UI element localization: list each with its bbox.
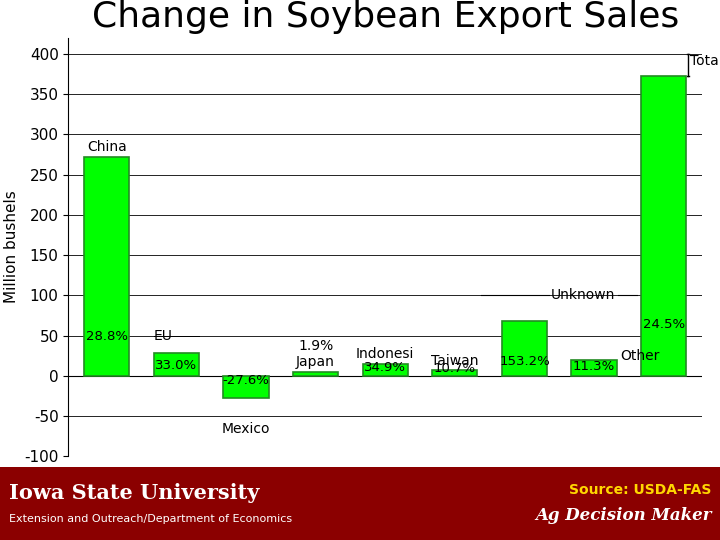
Bar — [153, 353, 199, 376]
Text: 28.8%: 28.8% — [86, 330, 127, 343]
Text: 10.7%: 10.7% — [433, 362, 476, 375]
Text: Ag Decision Maker: Ag Decision Maker — [535, 507, 711, 524]
Text: 33.0%: 33.0% — [156, 360, 197, 373]
Text: China: China — [87, 140, 127, 154]
Text: Total: Total — [690, 54, 720, 68]
Text: Indonesi: Indonesi — [356, 347, 415, 361]
Bar — [363, 364, 408, 376]
Bar — [223, 376, 269, 397]
Bar — [502, 321, 547, 376]
Text: 1.9%
Japan: 1.9% Japan — [296, 340, 335, 369]
Text: 24.5%: 24.5% — [643, 318, 685, 331]
Text: Extension and Outreach/Department of Economics: Extension and Outreach/Department of Eco… — [9, 514, 292, 524]
Text: Other: Other — [621, 349, 660, 363]
Text: 34.9%: 34.9% — [364, 361, 406, 374]
Bar — [293, 372, 338, 376]
Bar — [641, 77, 686, 376]
Text: 11.3%: 11.3% — [573, 360, 615, 373]
Text: Taiwan: Taiwan — [431, 354, 479, 368]
Bar — [84, 157, 130, 376]
Text: Iowa State University: Iowa State University — [9, 483, 259, 503]
Text: 153.2%: 153.2% — [499, 355, 550, 368]
Text: Unknown: Unknown — [551, 288, 616, 302]
Text: Mexico: Mexico — [222, 422, 270, 436]
Y-axis label: Million bushels: Million bushels — [4, 191, 19, 303]
Title: Change in Soybean Export Sales: Change in Soybean Export Sales — [91, 0, 679, 33]
Text: -27.6%: -27.6% — [222, 374, 269, 387]
Bar — [432, 370, 477, 376]
Text: EU: EU — [154, 328, 173, 342]
Text: Source: USDA-FAS: Source: USDA-FAS — [569, 483, 711, 497]
Bar — [572, 360, 617, 376]
